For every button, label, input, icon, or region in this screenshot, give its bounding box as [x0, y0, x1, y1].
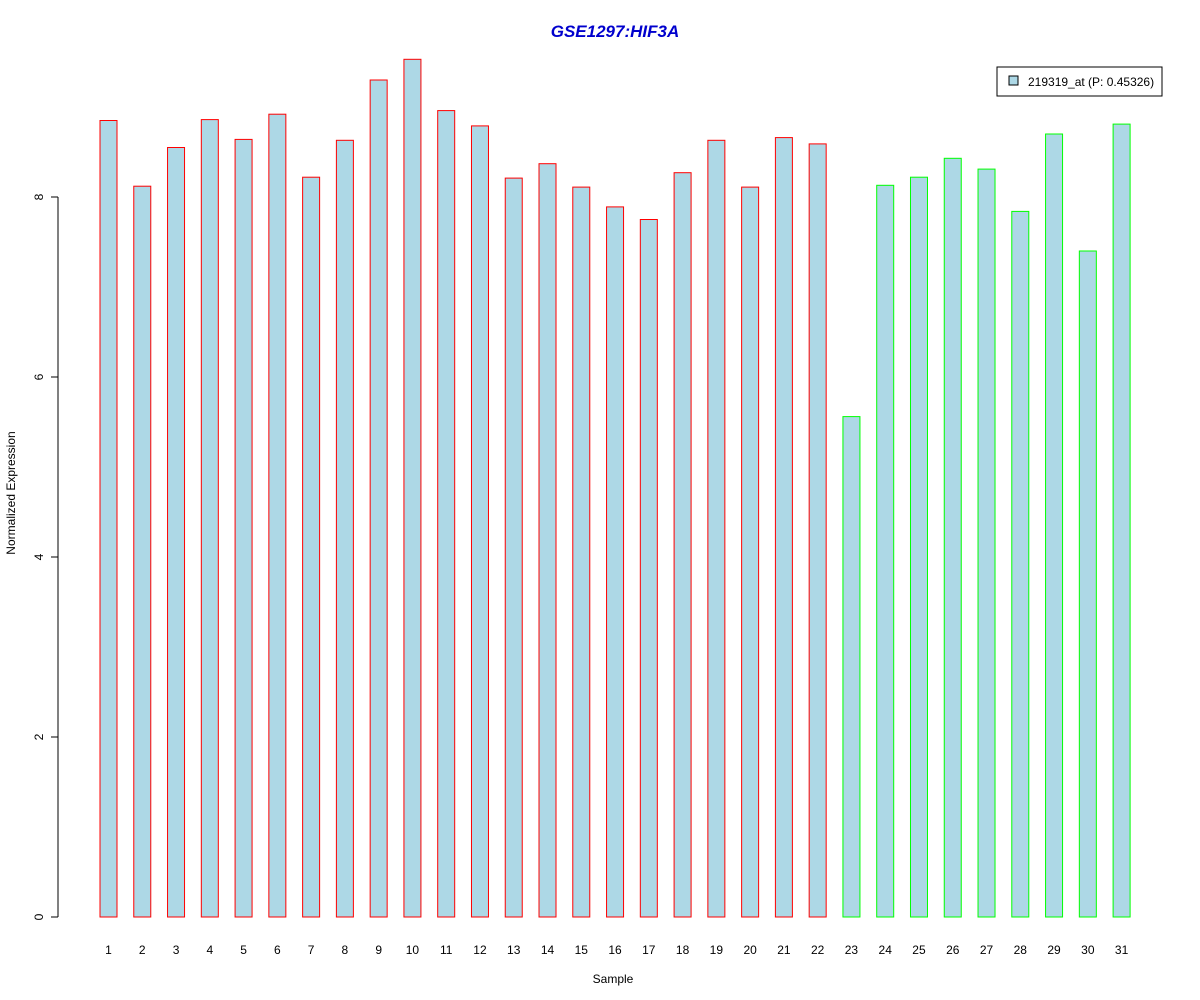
bar-sample-29	[1045, 133, 1064, 918]
x-tick-label: 24	[879, 943, 893, 957]
bar-sample-26	[943, 157, 962, 918]
x-tick-label: 19	[710, 943, 724, 957]
bar-sample-28	[1011, 210, 1030, 918]
x-tick-label: 13	[507, 943, 521, 957]
x-tick-label: 7	[308, 943, 315, 957]
bar-sample-12	[470, 125, 489, 918]
bar-sample-17	[639, 219, 658, 918]
legend-box	[996, 66, 1163, 97]
x-tick-label: 2	[139, 943, 146, 957]
bar-sample-1	[99, 120, 118, 918]
bar-sample-6	[268, 113, 287, 918]
x-tick-label: 27	[980, 943, 994, 957]
bar-sample-9	[369, 79, 388, 918]
x-tick-label: 22	[811, 943, 825, 957]
x-tick-label: 16	[608, 943, 622, 957]
y-axis-label: Normalized Expression	[4, 431, 18, 554]
bar-sample-16	[606, 206, 625, 918]
legend-swatch	[1008, 75, 1019, 86]
bar-sample-19	[707, 139, 726, 918]
bar-sample-22	[808, 143, 827, 918]
bars-group	[99, 58, 1131, 918]
x-tick-label: 4	[206, 943, 213, 957]
bar-sample-31	[1112, 123, 1131, 918]
bar-sample-5	[234, 138, 253, 918]
legend: 219319_at (P: 0.45326)	[996, 66, 1163, 97]
x-tick-label: 28	[1014, 943, 1028, 957]
legend-entry-label: 219319_at (P: 0.45326)	[1028, 75, 1154, 89]
bar-sample-3	[167, 147, 186, 918]
x-tick-label: 26	[946, 943, 960, 957]
bar-sample-23	[842, 416, 861, 918]
x-tick-label: 31	[1115, 943, 1129, 957]
x-tick-label: 25	[912, 943, 926, 957]
y-axis: 0 2 4 6 8	[32, 193, 59, 920]
chart-title: GSE1297:HIF3A	[551, 22, 680, 41]
bar-sample-10	[403, 58, 422, 918]
x-tick-label: 3	[173, 943, 180, 957]
x-tick-label: 1	[105, 943, 112, 957]
y-tick-label: 0	[32, 913, 46, 920]
bar-sample-18	[673, 172, 692, 918]
bar-sample-7	[302, 176, 321, 918]
bar-sample-25	[909, 176, 928, 918]
bar-sample-11	[437, 110, 456, 918]
x-tick-label: 10	[406, 943, 420, 957]
bar-sample-24	[876, 184, 895, 918]
x-tick-label: 18	[676, 943, 690, 957]
x-axis-label: Sample	[593, 972, 634, 986]
bar-sample-2	[133, 185, 152, 918]
bar-sample-15	[572, 186, 591, 918]
x-tick-label: 17	[642, 943, 656, 957]
bar-sample-14	[538, 163, 557, 918]
bar-sample-20	[741, 186, 760, 918]
x-tick-label: 29	[1047, 943, 1061, 957]
y-tick-label: 4	[32, 553, 46, 560]
x-tick-label: 20	[743, 943, 757, 957]
x-tick-label: 11	[440, 943, 453, 957]
bar-sample-4	[200, 119, 219, 918]
x-tick-label: 30	[1081, 943, 1095, 957]
y-tick-label: 6	[32, 373, 46, 380]
bar-sample-27	[977, 168, 996, 918]
x-tick-label: 9	[375, 943, 382, 957]
x-tick-label: 15	[575, 943, 589, 957]
x-tick-label: 6	[274, 943, 281, 957]
bar-sample-13	[504, 177, 523, 918]
y-tick-label: 8	[32, 193, 46, 200]
y-tick-label: 2	[32, 733, 46, 740]
bar-sample-30	[1078, 250, 1097, 918]
x-tick-labels: 1 2 3 4 5 6 7 8 9 10 11 12 13 14 15 16 17 18 19 20 21 22 23 24 2…	[105, 943, 1128, 957]
x-tick-label: 23	[845, 943, 859, 957]
x-tick-label: 12	[473, 943, 487, 957]
x-tick-label: 8	[342, 943, 349, 957]
x-tick-label: 21	[777, 943, 791, 957]
bar-sample-8	[335, 139, 354, 918]
bar-sample-21	[774, 137, 793, 918]
x-tick-label: 14	[541, 943, 555, 957]
x-tick-label: 5	[240, 943, 247, 957]
